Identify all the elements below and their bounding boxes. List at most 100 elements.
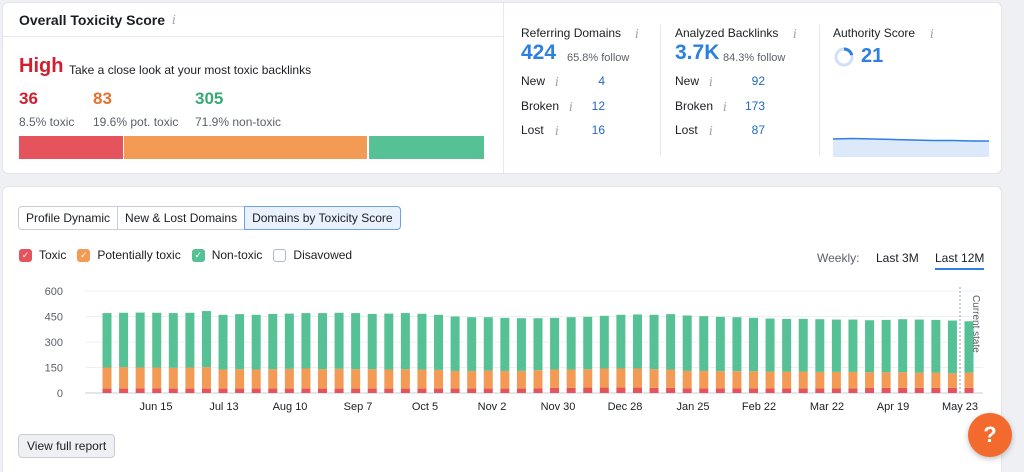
bar-segment bbox=[566, 317, 576, 370]
bar-segment bbox=[732, 317, 742, 372]
bar-segment bbox=[400, 369, 410, 389]
bar-segment bbox=[483, 317, 493, 371]
bar-segment bbox=[533, 370, 543, 389]
bar-segment bbox=[135, 312, 145, 368]
info-icon[interactable]: i bbox=[793, 27, 797, 41]
bar-segment bbox=[699, 388, 709, 393]
x-tick-label: Jul 13 bbox=[209, 401, 238, 413]
checkbox-checked-icon[interactable]: ✓ bbox=[191, 248, 205, 262]
info-icon[interactable]: i bbox=[635, 27, 639, 41]
bar-segment bbox=[301, 313, 311, 369]
bar-segment bbox=[185, 312, 195, 368]
view-full-report-button[interactable]: View full report bbox=[18, 434, 116, 458]
row-value-lost[interactable]: 87 bbox=[751, 123, 765, 137]
bar-segment bbox=[152, 367, 162, 389]
info-icon[interactable]: i bbox=[172, 13, 176, 27]
bar-segment bbox=[135, 388, 145, 393]
info-icon[interactable]: i bbox=[723, 100, 727, 114]
bar-segment bbox=[251, 314, 261, 370]
row-label-new: New bbox=[521, 74, 546, 88]
authority-score-value[interactable]: 21 bbox=[861, 45, 884, 67]
analyzed-backlinks-title: Analyzed Backlinks bbox=[675, 26, 779, 40]
bar-segment bbox=[732, 371, 742, 389]
info-icon[interactable]: i bbox=[930, 27, 934, 41]
toxicity-title: Overall Toxicity Score bbox=[19, 12, 166, 28]
bar-segment bbox=[516, 388, 526, 393]
toxicity-bar-chart: 0 150 300 450 600 Jun 15 Jul 13 Aug 10 Sep 7 Oct … bbox=[45, 286, 983, 413]
row-value-lost[interactable]: 16 bbox=[591, 123, 605, 137]
bar-segment bbox=[483, 370, 493, 389]
bar-segment bbox=[318, 388, 327, 393]
period-last-12m[interactable]: Last 12M bbox=[935, 251, 985, 270]
legend-potentially-toxic[interactable]: ✓ Potentially toxic bbox=[77, 248, 181, 262]
x-tick-label: May 23 bbox=[942, 401, 978, 413]
legend-toxic[interactable]: ✓ Toxic bbox=[19, 248, 66, 262]
bar-segment bbox=[434, 388, 444, 393]
bar-segment bbox=[318, 313, 327, 370]
x-tick-label: Dec 28 bbox=[608, 401, 643, 413]
referring-domains-title: Referring Domains bbox=[521, 26, 622, 40]
row-label-new: New bbox=[675, 74, 700, 88]
pot-toxic-percent: 19.6% pot. toxic bbox=[93, 115, 179, 129]
bar-segment bbox=[632, 387, 642, 393]
bar-segment bbox=[848, 319, 858, 372]
x-tick-label: Aug 10 bbox=[273, 401, 308, 413]
summary-card: Overall Toxicity Score i High Take a clo… bbox=[2, 2, 1002, 174]
analyzed-backlinks-value[interactable]: 3.7K bbox=[675, 41, 720, 64]
row-value-broken[interactable]: 173 bbox=[744, 99, 765, 113]
period-last-3m[interactable]: Last 3M bbox=[876, 251, 919, 265]
bar-segment bbox=[467, 370, 477, 389]
help-button[interactable]: ? bbox=[968, 413, 1012, 457]
bar-segment bbox=[284, 388, 294, 393]
pot-toxic-count[interactable]: 83 bbox=[93, 89, 112, 108]
toxic-count[interactable]: 36 bbox=[19, 89, 38, 108]
tab-new-lost-domains[interactable]: New & Lost Domains bbox=[117, 206, 246, 230]
bar-segment bbox=[599, 368, 609, 388]
checkbox-checked-icon[interactable]: ✓ bbox=[77, 248, 91, 262]
bar-segment bbox=[152, 312, 162, 368]
x-tick-label: Nov 30 bbox=[541, 401, 576, 413]
info-icon[interactable]: i bbox=[569, 100, 573, 114]
row-value-new[interactable]: 4 bbox=[598, 74, 605, 88]
bar-segment bbox=[914, 319, 924, 373]
bar-segment bbox=[351, 388, 361, 393]
bar-segment bbox=[301, 388, 311, 393]
info-icon[interactable]: i bbox=[555, 75, 559, 89]
bar-segment bbox=[666, 314, 676, 370]
bar-segment bbox=[417, 388, 427, 393]
legend-disavowed[interactable]: Disavowed bbox=[273, 248, 352, 262]
row-value-new[interactable]: 92 bbox=[751, 74, 765, 88]
tab-profile-dynamic[interactable]: Profile Dynamic bbox=[18, 206, 119, 230]
bar-segment bbox=[765, 318, 775, 372]
bar-segment bbox=[599, 387, 609, 393]
bar-segment bbox=[765, 371, 775, 389]
bar-segment bbox=[782, 388, 792, 393]
bar-segment bbox=[483, 388, 493, 393]
legend-non-toxic[interactable]: ✓ Non-toxic bbox=[191, 248, 262, 262]
bar-segment bbox=[898, 387, 908, 393]
bar-segment bbox=[450, 316, 460, 371]
row-value-broken[interactable]: 12 bbox=[591, 99, 605, 113]
bar-segment bbox=[467, 317, 477, 371]
info-icon[interactable]: i bbox=[709, 75, 713, 89]
non-toxic-count[interactable]: 305 bbox=[195, 89, 224, 108]
bar-segment bbox=[235, 388, 245, 393]
backlinks-follow: 84.3% follow bbox=[723, 52, 786, 64]
referring-domains-value[interactable]: 424 bbox=[521, 41, 557, 64]
tab-domains-by-toxicity[interactable]: Domains by Toxicity Score bbox=[244, 206, 401, 230]
referring-domains-block: Referring Domains i 424 65.8% follow New… bbox=[521, 3, 661, 173]
checkbox-checked-icon[interactable]: ✓ bbox=[19, 248, 32, 262]
bar-segment bbox=[616, 314, 626, 369]
info-icon[interactable]: i bbox=[709, 124, 713, 138]
row-label-broken: Broken bbox=[521, 99, 560, 113]
bar-segment bbox=[185, 367, 195, 389]
bar-segment bbox=[831, 371, 841, 389]
bar-segment bbox=[881, 387, 891, 393]
bar-segment bbox=[550, 387, 560, 393]
bar-segment bbox=[218, 314, 228, 370]
checkbox-unchecked-icon[interactable] bbox=[273, 248, 287, 262]
bar-segment bbox=[135, 367, 145, 389]
bar-segment bbox=[749, 388, 758, 393]
bar-segment bbox=[699, 370, 709, 389]
info-icon[interactable]: i bbox=[555, 124, 559, 138]
